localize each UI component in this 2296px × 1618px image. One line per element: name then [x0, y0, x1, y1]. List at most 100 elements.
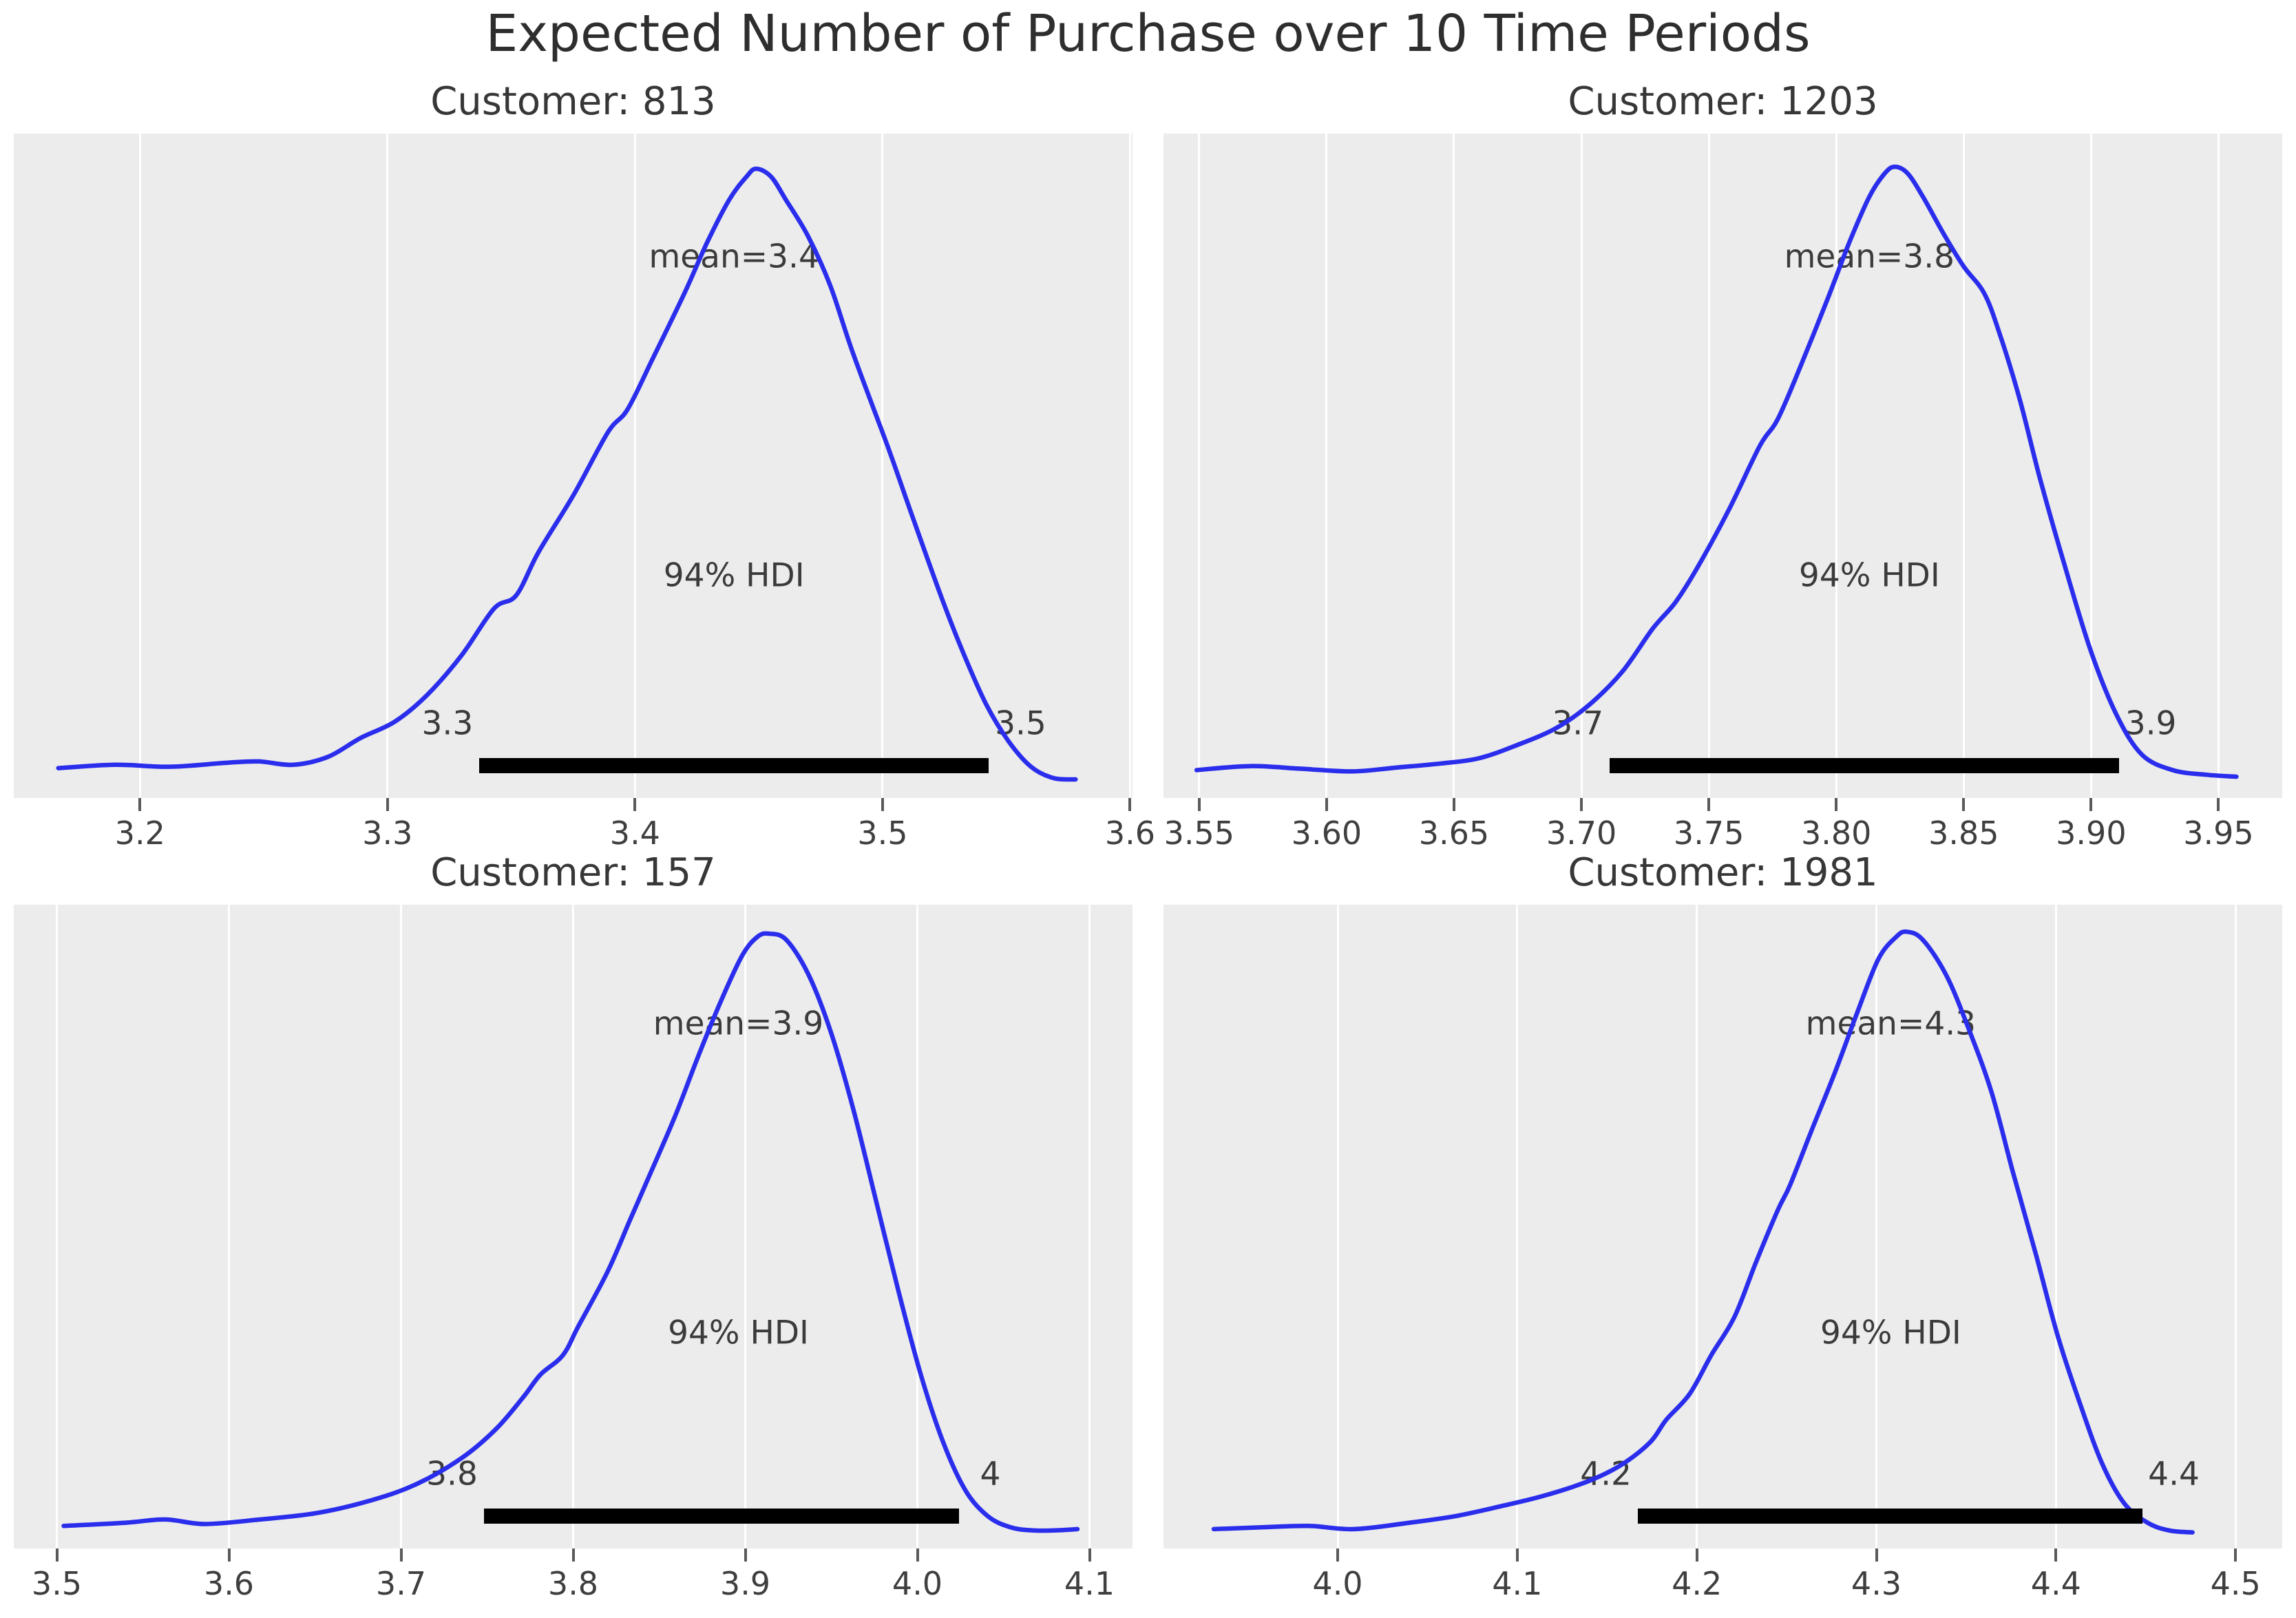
- x-tick-label: 4.1: [1492, 1565, 1543, 1602]
- x-tick-label: 3.7: [375, 1565, 427, 1602]
- kde-curve: [61, 931, 1080, 1533]
- subplot-customer-1981: Customer: 1981 mean=4.3 94% HDI 4.2 4.4 …: [1163, 845, 2282, 1602]
- gridline: [1962, 134, 1965, 798]
- subplot-customer-157: Customer: 157 mean=3.9 94% HDI 3.8 4 3.5…: [14, 845, 1133, 1602]
- subplot-title: Customer: 1981: [1568, 850, 1878, 895]
- gridline: [56, 905, 58, 1548]
- x-tick-label: 4.0: [892, 1565, 943, 1602]
- x-tick-label: 3.2: [114, 815, 165, 852]
- x-tick-mark: [138, 798, 142, 811]
- gridline: [1453, 134, 1455, 798]
- gridline: [1516, 905, 1519, 1548]
- x-tick-label: 3.6: [1104, 815, 1155, 852]
- kde-curve-path: [56, 166, 1078, 782]
- x-tick-mark: [2054, 1548, 2058, 1562]
- x-tick-mark: [571, 1548, 575, 1562]
- gridline: [1325, 134, 1328, 798]
- x-tick-mark: [744, 1548, 747, 1562]
- x-tick-label: 3.5: [31, 1565, 83, 1602]
- mean-label: mean=4.3: [1805, 1005, 1977, 1043]
- x-tick-label: 3.8: [547, 1565, 599, 1602]
- gridline: [2234, 905, 2237, 1548]
- x-tick-label: 3.6: [203, 1565, 255, 1602]
- x-tick-mark: [1325, 798, 1328, 811]
- x-tick-label: 3.4: [609, 815, 660, 852]
- mean-label: mean=3.8: [1784, 238, 1955, 276]
- x-tick-mark: [1197, 798, 1201, 811]
- x-tick-label: 3.5: [857, 815, 908, 852]
- gridline: [633, 134, 636, 798]
- x-tick-label: 3.70: [1546, 815, 1617, 852]
- hdi-upper-label: 4: [980, 1455, 1001, 1493]
- x-tick-mark: [1695, 1548, 1698, 1562]
- hdi-text-label: 94% HDI: [1820, 1314, 1961, 1352]
- plot-area: mean=4.3 94% HDI 4.2 4.4: [1163, 905, 2282, 1548]
- x-tick-mark: [2089, 798, 2093, 811]
- x-tick-label: 4.4: [2030, 1565, 2081, 1602]
- x-axis: 3.2 3.3 3.4 3.5 3.6: [14, 798, 1155, 852]
- gridline: [1707, 134, 1710, 798]
- x-tick-label: 3.90: [2056, 815, 2127, 852]
- kde-curve-path: [61, 931, 1080, 1533]
- x-tick-mark: [916, 1548, 919, 1562]
- x-tick-label: 3.95: [2183, 815, 2254, 852]
- gridline: [916, 905, 918, 1548]
- x-tick-label: 3.65: [1418, 815, 1490, 852]
- x-axis: 4.0 4.1 4.2 4.3 4.4 4.5: [1163, 1548, 2282, 1602]
- gridline: [1088, 905, 1091, 1548]
- x-tick-label: 4.0: [1312, 1565, 1363, 1602]
- x-tick-mark: [1128, 798, 1132, 811]
- kde-curve: [56, 166, 1078, 782]
- gridline: [1696, 905, 1698, 1548]
- x-tick-mark: [227, 1548, 231, 1562]
- hdi-text-label: 94% HDI: [663, 556, 805, 595]
- hdi-interval-line: [478, 758, 989, 773]
- x-tick-label: 4.2: [1672, 1565, 1723, 1602]
- gridline: [881, 134, 884, 798]
- gridline: [2089, 134, 2092, 798]
- x-tick-mark: [386, 798, 389, 811]
- x-tick-mark: [1580, 798, 1583, 811]
- gridline: [228, 905, 230, 1548]
- hdi-text-label: 94% HDI: [668, 1314, 809, 1352]
- gridline: [572, 905, 574, 1548]
- gridline: [2054, 905, 2057, 1548]
- gridline: [1336, 905, 1339, 1548]
- x-tick-mark: [881, 798, 884, 811]
- x-tick-mark: [633, 798, 637, 811]
- x-tick-mark: [1452, 798, 1455, 811]
- gridline: [386, 134, 389, 798]
- gridline: [1128, 134, 1131, 798]
- gridline: [2217, 134, 2220, 798]
- kde-curve: [1211, 929, 2195, 1535]
- x-tick-mark: [1336, 1548, 1339, 1562]
- plot-area: mean=3.8 94% HDI 3.7 3.9: [1163, 134, 2282, 798]
- subplot-title: Customer: 157: [430, 850, 716, 895]
- kde-curve: [1194, 165, 2239, 779]
- mean-label: mean=3.9: [653, 1005, 824, 1043]
- gridline: [138, 134, 141, 798]
- kde-curve-path: [1211, 929, 2195, 1535]
- x-tick-label: 4.3: [1851, 1565, 1902, 1602]
- subplot-customer-1203: Customer: 1203 mean=3.8 94% HDI 3.7 3.9 …: [1163, 74, 2282, 852]
- x-tick-label: 4.5: [2210, 1565, 2261, 1602]
- hdi-lower-label: 3.3: [421, 704, 474, 743]
- plot-area: mean=3.4 94% HDI 3.3 3.5: [14, 134, 1133, 798]
- hdi-interval-line: [1609, 758, 2120, 773]
- hdi-text-label: 94% HDI: [1798, 556, 1940, 595]
- hdi-interval-line: [483, 1509, 959, 1524]
- gridline: [744, 905, 746, 1548]
- x-axis: 3.55 3.60 3.65 3.70 3.75 3.80 3.85 3.90 3.95: [1163, 798, 2282, 852]
- hdi-interval-line: [1637, 1509, 2142, 1524]
- hdi-upper-label: 3.9: [2125, 704, 2177, 743]
- x-tick-mark: [1962, 798, 1966, 811]
- x-tick-mark: [2234, 1548, 2237, 1562]
- x-tick-label: 3.60: [1291, 815, 1362, 852]
- x-tick-label: 3.75: [1673, 815, 1745, 852]
- x-tick-mark: [1707, 798, 1711, 811]
- x-axis: 3.5 3.6 3.7 3.8 3.9 4.0 4.1: [14, 1548, 1133, 1602]
- hdi-upper-label: 4.4: [2148, 1455, 2200, 1493]
- gridline: [1835, 134, 1837, 798]
- gridline: [1198, 134, 1201, 798]
